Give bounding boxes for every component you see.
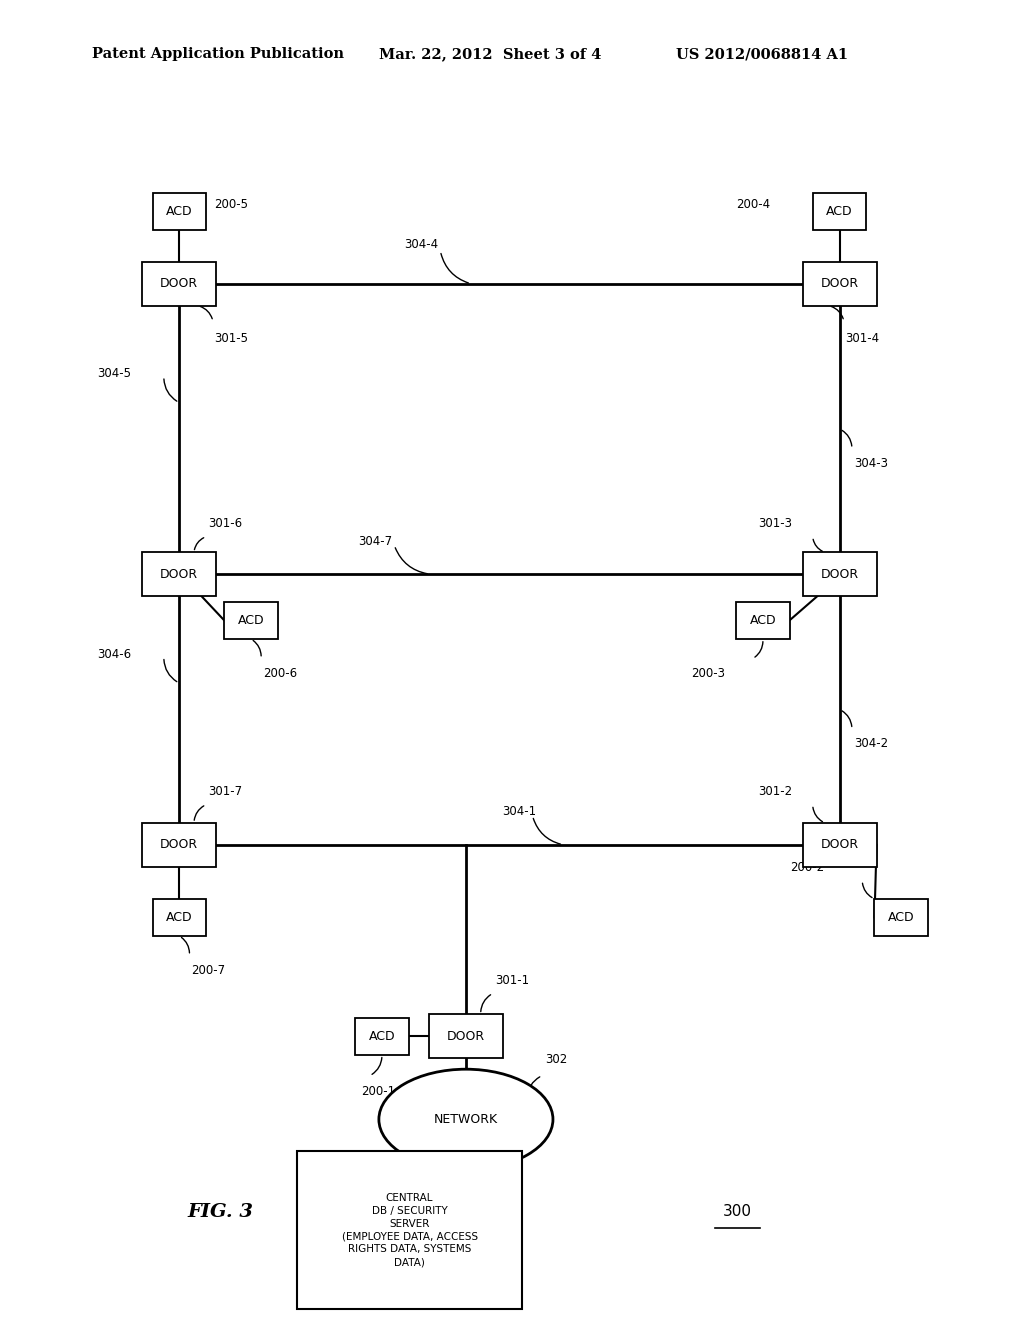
- Text: 304-4: 304-4: [404, 238, 438, 251]
- Text: ACD: ACD: [750, 614, 776, 627]
- Text: ACD: ACD: [888, 911, 914, 924]
- FancyBboxPatch shape: [429, 1014, 503, 1059]
- Text: US 2012/0068814 A1: US 2012/0068814 A1: [676, 48, 848, 61]
- Text: 302: 302: [545, 1053, 567, 1067]
- Text: DOOR: DOOR: [820, 838, 859, 851]
- FancyBboxPatch shape: [153, 899, 206, 936]
- Text: ACD: ACD: [238, 614, 264, 627]
- Ellipse shape: [379, 1069, 553, 1170]
- FancyBboxPatch shape: [142, 261, 216, 305]
- Text: 304-7: 304-7: [358, 535, 392, 548]
- FancyBboxPatch shape: [736, 602, 790, 639]
- Text: DOOR: DOOR: [820, 568, 859, 581]
- FancyBboxPatch shape: [142, 824, 216, 867]
- Text: 301-2: 301-2: [759, 785, 793, 797]
- Text: DOOR: DOOR: [820, 277, 859, 290]
- Text: DOOR: DOOR: [160, 838, 199, 851]
- FancyBboxPatch shape: [297, 1151, 522, 1309]
- Text: ACD: ACD: [166, 911, 193, 924]
- FancyBboxPatch shape: [153, 193, 206, 230]
- Text: DOOR: DOOR: [160, 568, 199, 581]
- Text: 304-3: 304-3: [854, 457, 888, 470]
- Text: 200-7: 200-7: [191, 964, 225, 977]
- FancyBboxPatch shape: [224, 602, 278, 639]
- Text: DOOR: DOOR: [160, 277, 199, 290]
- Text: Mar. 22, 2012  Sheet 3 of 4: Mar. 22, 2012 Sheet 3 of 4: [379, 48, 601, 61]
- Text: 304-6: 304-6: [97, 648, 131, 660]
- Text: 304-2: 304-2: [854, 738, 888, 750]
- Text: 200-5: 200-5: [214, 198, 248, 211]
- Text: 304-1: 304-1: [502, 805, 536, 818]
- Text: 200-1: 200-1: [361, 1085, 395, 1098]
- Text: 303: 303: [496, 1105, 518, 1118]
- Text: DOOR: DOOR: [446, 1030, 485, 1043]
- Text: 304-5: 304-5: [97, 367, 131, 380]
- Text: 300: 300: [723, 1204, 752, 1220]
- Text: 301-3: 301-3: [759, 517, 793, 529]
- FancyBboxPatch shape: [355, 1018, 409, 1055]
- FancyBboxPatch shape: [142, 552, 216, 597]
- Text: 200-6: 200-6: [263, 667, 297, 680]
- Text: FIG. 3: FIG. 3: [187, 1203, 253, 1221]
- Text: 301-5: 301-5: [214, 333, 248, 345]
- Text: 301-7: 301-7: [208, 785, 243, 797]
- Text: 200-2: 200-2: [791, 861, 824, 874]
- Text: 301-1: 301-1: [495, 974, 529, 986]
- Text: ACD: ACD: [826, 205, 853, 218]
- FancyBboxPatch shape: [803, 552, 877, 597]
- FancyBboxPatch shape: [813, 193, 866, 230]
- FancyBboxPatch shape: [803, 261, 877, 305]
- Text: ACD: ACD: [369, 1030, 395, 1043]
- Text: 200-4: 200-4: [736, 198, 770, 211]
- Text: NETWORK: NETWORK: [434, 1113, 498, 1126]
- Text: 200-3: 200-3: [691, 667, 725, 680]
- Text: 301-6: 301-6: [208, 517, 243, 529]
- FancyBboxPatch shape: [803, 824, 877, 867]
- Text: Patent Application Publication: Patent Application Publication: [92, 48, 344, 61]
- FancyBboxPatch shape: [874, 899, 928, 936]
- Text: ACD: ACD: [166, 205, 193, 218]
- Text: 301-4: 301-4: [845, 333, 880, 345]
- Text: CENTRAL
DB / SECURITY
SERVER
(EMPLOYEE DATA, ACCESS
RIGHTS DATA, SYSTEMS
DATA): CENTRAL DB / SECURITY SERVER (EMPLOYEE D…: [342, 1193, 477, 1267]
